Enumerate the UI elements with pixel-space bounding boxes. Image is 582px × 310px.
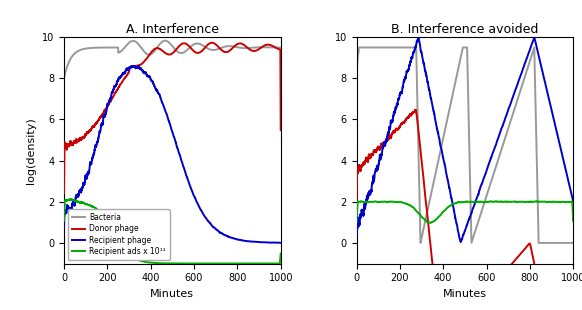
- Title: A. Interference: A. Interference: [126, 23, 219, 36]
- X-axis label: Minutes: Minutes: [443, 289, 487, 299]
- Y-axis label: log(density): log(density): [27, 117, 37, 184]
- Legend: Bacteria, Donor phage, Recipient phage, Recipient ads x 10¹¹: Bacteria, Donor phage, Recipient phage, …: [68, 209, 170, 260]
- X-axis label: Minutes: Minutes: [150, 289, 194, 299]
- Title: B. Interference avoided: B. Interference avoided: [391, 23, 538, 36]
